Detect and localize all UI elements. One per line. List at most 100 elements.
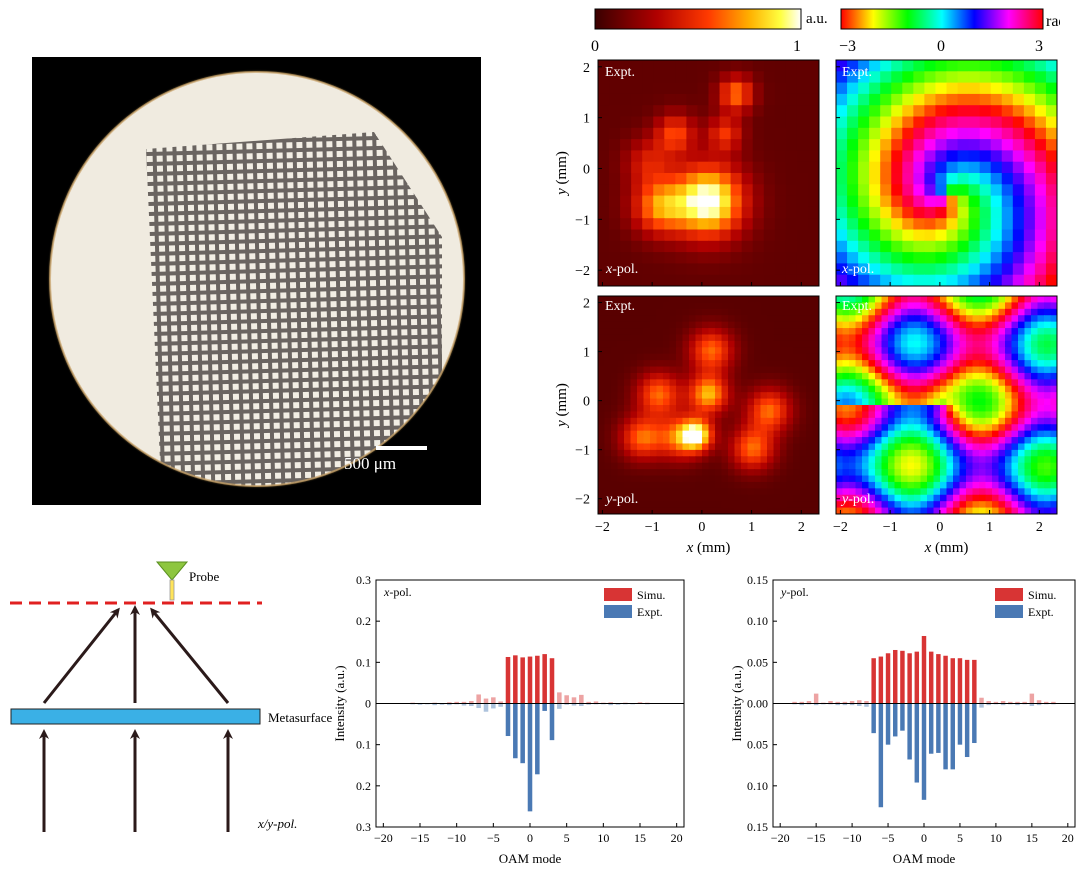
bar-simu bbox=[1008, 701, 1013, 704]
bar-simu bbox=[469, 701, 474, 704]
bar-simu bbox=[921, 635, 927, 704]
bar-expt bbox=[964, 703, 970, 758]
y-tick-label: 0.3 bbox=[356, 573, 371, 587]
bar-simu bbox=[849, 701, 855, 704]
bar-simu bbox=[1000, 701, 1006, 704]
x-tick-label: −15 bbox=[807, 831, 826, 845]
map-x-tick-label: 0 bbox=[698, 520, 705, 535]
bar-simu bbox=[571, 697, 577, 704]
phase-unit-label: rad bbox=[1046, 13, 1060, 30]
bar-simu bbox=[1036, 700, 1042, 704]
phase-mid-label: 0 bbox=[937, 38, 945, 55]
x-tick-label: 15 bbox=[1026, 831, 1038, 845]
map-x-amp-expt-label: Expt. bbox=[605, 65, 635, 80]
amplitude-colorbar bbox=[594, 8, 802, 30]
bar-simu bbox=[986, 701, 991, 704]
oam-chart-x-pol: −20 −15 −10 −5 0 5 10 15 20 0.3 0.2 0.1 0 0.1 0.2 0.3 OA… bbox=[332, 573, 685, 866]
map-y-amp-drawing bbox=[598, 296, 820, 515]
y-tick-label: 0.15 bbox=[747, 573, 768, 587]
bar-expt bbox=[799, 703, 804, 706]
bar-expt bbox=[535, 703, 540, 775]
map-x-tick-label: 2 bbox=[798, 520, 805, 535]
bar-expt bbox=[907, 703, 912, 760]
bar-simu bbox=[1029, 693, 1035, 704]
bar-expt bbox=[615, 703, 621, 705]
chart-ylabel: Intensity (a.u.) bbox=[332, 665, 347, 741]
bar-expt bbox=[900, 703, 905, 731]
bar-simu bbox=[957, 658, 963, 704]
bar-simu bbox=[608, 702, 613, 704]
x-tick-label: −10 bbox=[447, 831, 466, 845]
bar-expt bbox=[914, 703, 920, 783]
bar-simu bbox=[520, 657, 525, 704]
x-tick-label: −5 bbox=[882, 831, 895, 845]
bar-expt bbox=[936, 703, 941, 753]
chart-annotation: y-pol. bbox=[780, 585, 809, 599]
legend-label: Expt. bbox=[1028, 605, 1054, 619]
amp-min-label: 0 bbox=[591, 38, 599, 55]
map-x-tick-label: −2 bbox=[595, 520, 610, 535]
amp-max-label: 1 bbox=[793, 38, 801, 55]
probe-icon bbox=[155, 561, 189, 581]
bar-simu bbox=[964, 659, 970, 704]
y-tick-label: 0.05 bbox=[747, 738, 768, 752]
bar-simu bbox=[447, 702, 452, 704]
legend-swatch bbox=[995, 605, 1023, 618]
bar-simu bbox=[835, 701, 840, 704]
map-y-tick-label: 0 bbox=[583, 395, 590, 410]
bar-simu bbox=[842, 701, 848, 704]
bar-expt bbox=[520, 703, 525, 764]
bar-expt bbox=[417, 703, 423, 705]
bar-expt bbox=[921, 703, 927, 800]
bar-simu bbox=[979, 697, 984, 704]
bar-expt bbox=[849, 703, 855, 706]
chart-xlabel: OAM mode bbox=[499, 851, 562, 866]
bar-expt bbox=[439, 703, 445, 705]
bar-expt bbox=[527, 703, 533, 812]
bar-expt bbox=[972, 703, 977, 744]
bar-expt bbox=[608, 703, 613, 706]
outgoing-arrow-left bbox=[42, 607, 120, 704]
bar-expt bbox=[979, 703, 984, 708]
x-tick-label: 20 bbox=[1062, 831, 1074, 845]
scale-bar bbox=[376, 446, 427, 450]
bar-expt bbox=[564, 703, 569, 705]
bar-expt bbox=[447, 703, 452, 706]
map-x-amp-pol-label: x-pol. bbox=[606, 262, 639, 277]
map-y-tick-label: −2 bbox=[575, 493, 590, 508]
schematic: Probe Metasurface x/y-pol. bbox=[10, 561, 332, 832]
amp-unit-label: a.u. bbox=[806, 11, 828, 27]
map-ylabel: y (mm) bbox=[554, 151, 570, 197]
metasurface-block bbox=[10, 708, 261, 725]
bar-simu bbox=[972, 659, 977, 704]
bar-simu bbox=[579, 694, 584, 704]
phase-colorbar bbox=[840, 8, 1044, 30]
map-x-tick-label: −1 bbox=[645, 520, 660, 535]
colorbars: 0 1 a.u. −3 0 3 rad bbox=[591, 8, 1060, 55]
bar-simu bbox=[857, 700, 862, 704]
bar-simu bbox=[542, 654, 547, 704]
x-tick-label: 20 bbox=[671, 831, 683, 845]
map-x-tick-label: 0 bbox=[936, 520, 943, 535]
bar-simu bbox=[914, 651, 920, 704]
bar-simu bbox=[871, 658, 876, 704]
bar-expt bbox=[878, 703, 884, 808]
probe-tip bbox=[169, 579, 175, 601]
bar-simu bbox=[936, 654, 941, 704]
bar-simu bbox=[483, 698, 489, 704]
bar-expt bbox=[1000, 703, 1006, 706]
x-tick-label: −20 bbox=[374, 831, 393, 845]
bar-expt bbox=[893, 703, 898, 737]
chart-ylabel: Intensity (a.u.) bbox=[729, 665, 744, 741]
bar-expt bbox=[928, 703, 934, 754]
bar-expt bbox=[1036, 703, 1042, 706]
bar-expt bbox=[1015, 703, 1020, 706]
bar-expt bbox=[571, 703, 577, 706]
metasurface-photo bbox=[32, 57, 481, 505]
map-y-tick-label: −1 bbox=[575, 444, 590, 459]
bar-expt bbox=[835, 703, 840, 706]
bar-simu bbox=[476, 694, 481, 704]
map-x-tick-label: 1 bbox=[748, 520, 755, 535]
probe-label: Probe bbox=[189, 569, 220, 584]
map-xlabel: x (mm) bbox=[924, 540, 969, 556]
